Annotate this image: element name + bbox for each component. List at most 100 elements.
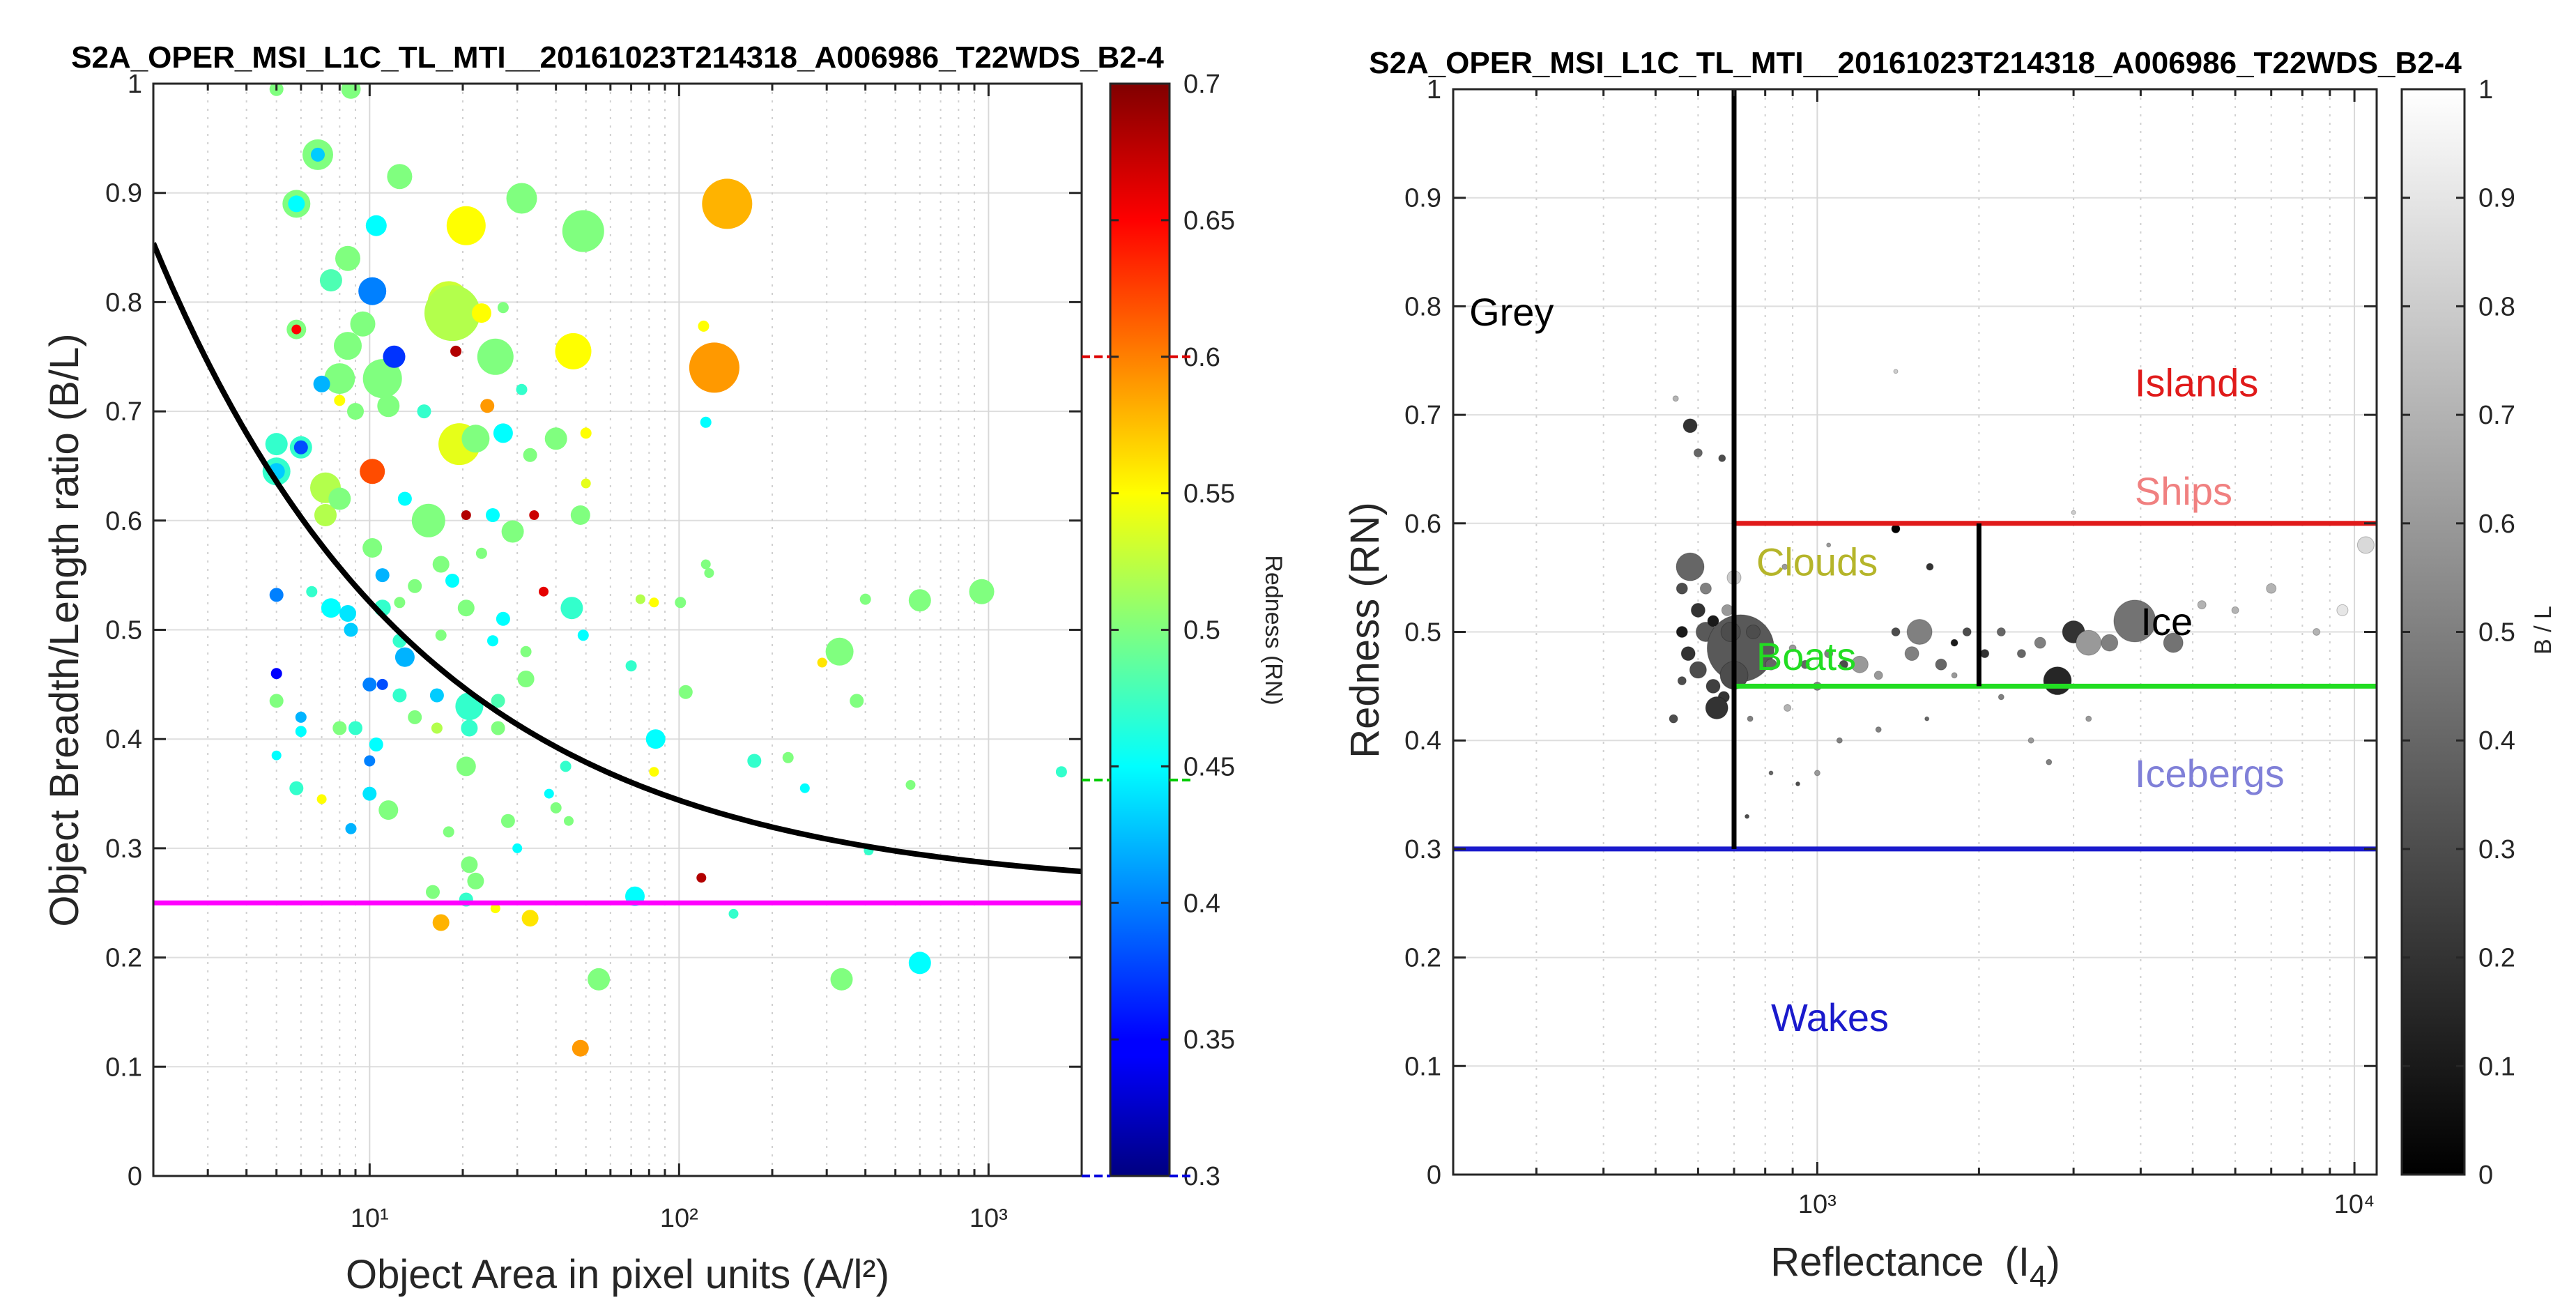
chart-b-colorbar-tick-labels: 0 0.1 0.2 0.3 0.4 0.5 0.6 0.7 0.8 0.9 1 [2478, 75, 2515, 1190]
chart-a-colorbar-tick-label: 0.55 [1183, 480, 1235, 509]
chart-a-data-point [908, 589, 931, 612]
chart-b-x-tick-label: 10⁴ [2334, 1190, 2375, 1219]
chart-a-data-point [817, 657, 827, 668]
chart-a-x-tick-labels: 10¹ 10² 10³ [351, 1204, 1008, 1233]
chart-a-data-point [747, 754, 762, 768]
chart-a-data-point [375, 568, 390, 583]
chart-b-boundary-lines [1453, 89, 2377, 852]
chart-a-data-point [461, 719, 478, 737]
chart-b-data-point [1998, 694, 2004, 701]
chart-a-data-point [362, 786, 377, 801]
chart-b-y-tick-label: 0 [1427, 1161, 1441, 1190]
chart-b-data-point [2113, 599, 2156, 643]
chart-a-data-point [825, 637, 854, 666]
chart-a-data-point [313, 375, 330, 392]
chart-a-data-point [328, 487, 351, 510]
chart-a-data-point [475, 547, 487, 559]
chart-b-data-point [2071, 510, 2076, 515]
chart-b-x-axis-label-symbol: ( [2005, 1239, 2018, 1285]
chart-a-data-point [496, 611, 510, 626]
chart-b-y-tick-labels: 0 0.1 0.2 0.3 0.4 0.5 0.6 0.7 0.8 0.9 1 [1404, 75, 1441, 1190]
chart-a-data-point [649, 597, 659, 608]
chart-a-data-point [908, 952, 931, 975]
chart-b-data-point [1676, 582, 1688, 595]
chart-a-colorbar-tick-labels: 0.3 0.35 0.4 0.45 0.5 0.55 0.6 0.65 0.7 [1183, 70, 1235, 1191]
chart-a-data-point [570, 505, 590, 525]
chart-a-colorbar-tick-label: 0.5 [1183, 616, 1220, 645]
chart-a-data-point [289, 781, 304, 795]
chart-b-data-point [2046, 758, 2053, 765]
chart-b-data-point [1873, 671, 1883, 680]
chart-a-colorbar [1109, 82, 1171, 1177]
chart-a-data-point [314, 504, 337, 526]
chart-b-data-point [2027, 737, 2034, 744]
chart-a-data-point [435, 629, 447, 641]
chart-a-data-point [369, 738, 383, 751]
chart-b-data-point [1699, 582, 1712, 595]
chart-a-data-point [850, 694, 864, 708]
chart-a-data-point [443, 826, 454, 838]
chart-a-data-point [295, 726, 307, 738]
chart-a-data-point [689, 342, 739, 393]
chart-a-data-point [339, 605, 356, 622]
chart-b-data-point [1996, 627, 2006, 636]
chart-b-data-point [1705, 678, 1721, 694]
chart-b-data-point [1745, 813, 1750, 819]
chart-b-colorbar [2400, 88, 2466, 1176]
chart-a-data-point [408, 579, 422, 593]
region-label-grey: Grey [1469, 290, 1554, 334]
chart-b-data-point [1788, 644, 1797, 652]
chart-a-data-point [905, 780, 916, 790]
chart-b-colorbar-tick-label: 0.4 [2478, 726, 2515, 756]
chart-a-data-point [728, 908, 739, 919]
chart-a-y-tick-label: 0.5 [105, 616, 142, 645]
chart-b-data-point [1891, 627, 1901, 636]
chart-a-data-point [348, 721, 362, 735]
chart-b-title: S2A_OPER_MSI_L1C_TL_MTI__20161023T214318… [1369, 46, 2462, 80]
chart-a-data-point [334, 395, 346, 406]
chart-b-data-point [2101, 634, 2119, 652]
chart-a-data-point [477, 338, 514, 375]
chart-a-data-point [432, 914, 450, 931]
chart-b-data-point [1951, 672, 1958, 679]
chart-a-data-point [512, 843, 523, 853]
chart-a-data-point [555, 333, 592, 369]
chart-a-data-point [560, 597, 583, 620]
chart-b-y-tick-label: 1 [1427, 75, 1441, 105]
chart-a-data-point [291, 324, 302, 335]
chart-b-y-tick-label: 0.2 [1404, 944, 1441, 973]
chart-b-colorbar-tick-label: 0.9 [2478, 184, 2515, 213]
chart-a-data-point [457, 599, 475, 617]
chart-b-data-point [1682, 418, 1698, 434]
chart-b-data-point [1747, 715, 1754, 722]
chart-a-colorbar-ticks [1110, 82, 1170, 1177]
chart-b-data-point [2231, 606, 2239, 614]
chart-b-x-tick-labels: 10³ 10⁴ [1798, 1190, 2375, 1219]
chart-a-data-point [269, 694, 284, 708]
chart-b-data-point [1765, 658, 1777, 671]
chart-b-data-point [1814, 770, 1820, 777]
chart-b-data-point [2313, 628, 2321, 636]
chart-a-y-tick-label: 0 [128, 1162, 142, 1191]
chart-a-data-point [345, 823, 357, 834]
chart-b-colorbar-tick-label: 0.5 [2478, 618, 2515, 648]
chart-b-data-point [1962, 627, 1972, 636]
chart-a-data-point [461, 856, 478, 873]
chart-b-data-point [1891, 524, 1901, 534]
chart-a-colorbar-markers [1082, 355, 1190, 1177]
chart-a-threshold-curve [153, 242, 1082, 875]
chart-a-y-tick-label: 0.8 [105, 288, 142, 317]
chart-b-data-point [1850, 655, 1869, 673]
chart-a-data-point [335, 245, 360, 271]
chart-a-data-point [859, 593, 871, 605]
chart-b-data-point [1935, 658, 1947, 671]
chart-a-data-point [364, 755, 376, 767]
chart-b-data-point [1924, 716, 1930, 721]
region-label-islands: Islands [2135, 360, 2258, 404]
chart-a-data-point [450, 345, 462, 357]
region-label-ships: Ships [2135, 469, 2232, 513]
region-label-boats: Boats [1756, 634, 1856, 678]
chart-a-data-point [539, 586, 549, 597]
